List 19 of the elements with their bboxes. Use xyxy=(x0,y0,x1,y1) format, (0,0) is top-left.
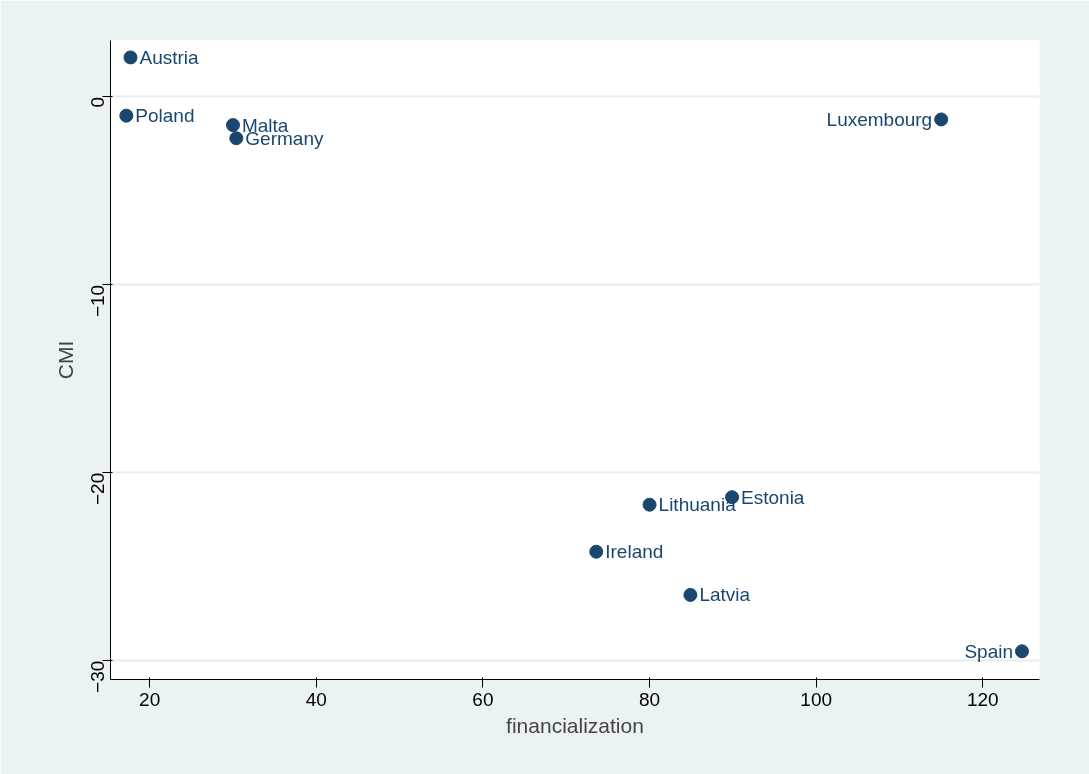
annotation: Luxembourg xyxy=(826,108,933,130)
annotation: Poland xyxy=(135,105,195,127)
y-tick-label: −20 xyxy=(87,472,108,505)
x-tick-label: 60 xyxy=(472,688,494,710)
x-tick-label: 100 xyxy=(800,688,833,710)
annotation: Austria xyxy=(139,46,200,68)
y-tick-label: 0 xyxy=(87,96,108,108)
y-tick-label: −30 xyxy=(87,660,108,693)
x-axis-title: financialization xyxy=(506,713,644,737)
annotation: Spain xyxy=(964,640,1014,662)
annotation: Ireland xyxy=(605,541,664,563)
x-tick-label: 20 xyxy=(139,688,161,710)
y-axis-title: CMI xyxy=(53,340,77,380)
x-tick-label: 40 xyxy=(305,688,327,710)
x-tick-label: 120 xyxy=(966,688,999,710)
x-tick-label: 80 xyxy=(639,688,661,710)
annotation: Estonia xyxy=(741,486,805,508)
y-tick-label: −10 xyxy=(87,284,108,318)
annotation: Latvia xyxy=(699,584,751,606)
